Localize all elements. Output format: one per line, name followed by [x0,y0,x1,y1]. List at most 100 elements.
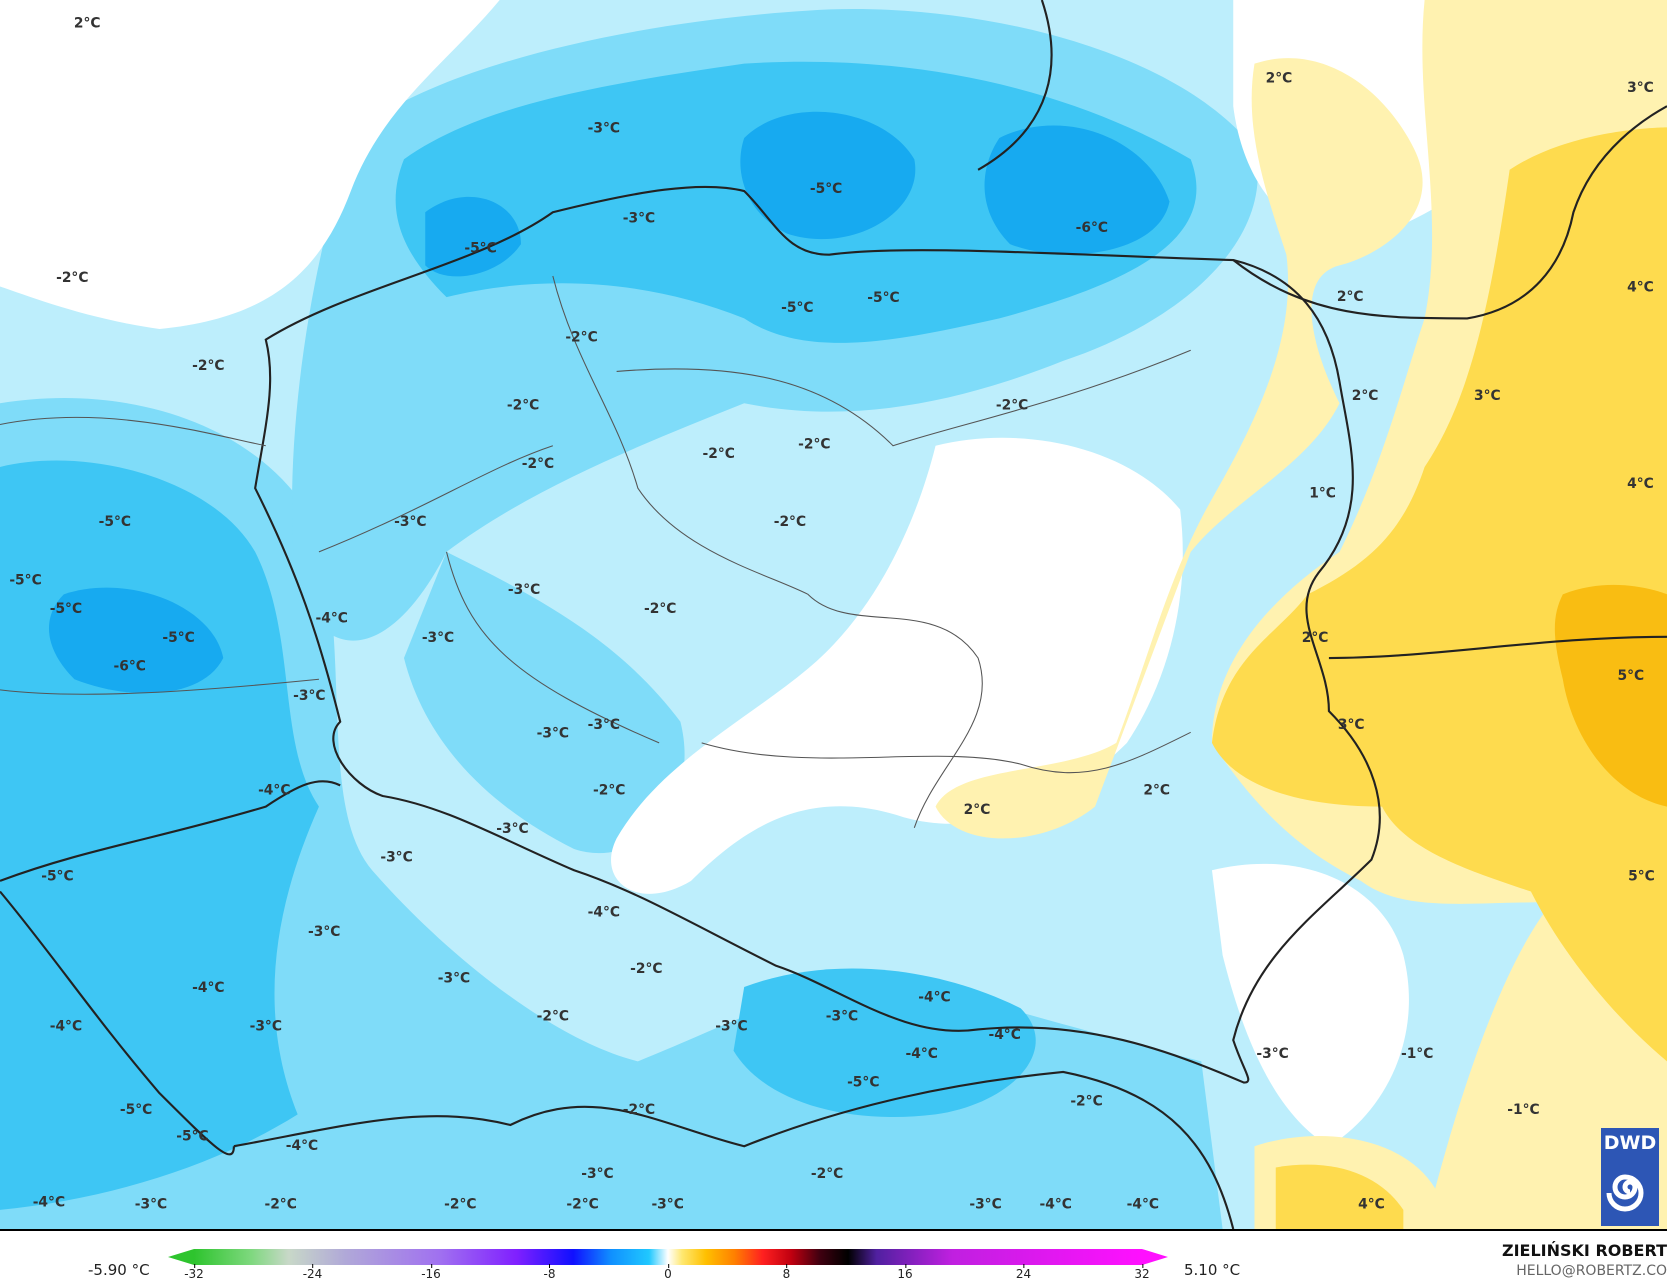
temperature-label: -5°C [867,290,899,306]
temperature-label: -5°C [810,181,842,197]
temperature-label: -5°C [781,300,813,316]
temperature-label: -2°C [522,456,554,472]
temperature-label: 5°C [1618,668,1645,684]
temperature-label: -3°C [394,514,426,530]
temperature-label: -4°C [192,980,224,996]
legend-min-value: -5.90 °C [88,1261,150,1279]
temperature-label: -2°C [1070,1094,1102,1110]
temperature-label: 2°C [964,802,991,818]
temperature-label: -2°C [566,1197,598,1213]
colorbar-gradient [194,1249,1142,1265]
temperature-label: 4°C [1358,1197,1385,1213]
region-lines [0,275,1191,828]
temperature-label: 3°C [1338,717,1365,733]
temperature-label: -1°C [1401,1046,1433,1062]
temperature-label: -3°C [715,1018,747,1034]
temperature-label: -2°C [537,1009,569,1025]
temperature-label: -3°C [826,1009,858,1025]
temperature-label: -4°C [988,1027,1020,1043]
temperature-label: 5°C [1628,869,1655,885]
temperature-label: 3°C [1627,80,1654,96]
temperature-label: -2°C [996,397,1028,413]
temperature-label: -2°C [444,1197,476,1213]
temperature-label: -5°C [847,1075,879,1091]
temperature-label: -4°C [906,1046,938,1062]
temperature-label: -2°C [507,397,539,413]
temperature-label: -3°C [250,1018,282,1034]
temperature-label: -5°C [464,240,496,256]
temperature-label: -3°C [1256,1046,1288,1062]
dwd-logo: DWD [1601,1128,1659,1226]
colorbar-tick-label: -8 [543,1264,556,1281]
author-email: HELLO@ROBERTZ.CO [1516,1263,1667,1279]
temperature-label: -3°C [422,630,454,646]
temperature-label: -4°C [1040,1197,1072,1213]
temperature-label: -2°C [565,330,597,346]
temperature-label: -3°C [588,717,620,733]
temperature-label: -4°C [316,611,348,627]
temperature-label: -4°C [1127,1197,1159,1213]
colorbar-tick-label: 24 [1015,1264,1032,1281]
temperature-label: -2°C [644,601,676,617]
temperature-label: -2°C [593,783,625,799]
temperature-labels: 2°C 2°C 3°C -3°C -5°C -3°C -6°C -5°C -2°C 2°C 4°C -… [9,15,1654,1212]
temperature-label: -3°C [651,1197,683,1213]
temperature-label: -5°C [176,1129,208,1145]
map-canvas: 2°C 2°C 3°C -3°C -5°C -3°C -6°C -5°C -2°C 2°C 4°C -… [0,0,1667,1229]
colorbar-left-arrow [168,1249,194,1265]
colorbar-tick-label: 0 [664,1264,672,1281]
swirl-icon [1606,1174,1644,1212]
temperature-label: -2°C [623,1102,655,1118]
temperature-label: 2°C [1266,71,1293,87]
cold-deep-field [48,111,1170,694]
temperature-label: 1°C [1309,486,1336,502]
temperature-label: -2°C [774,514,806,530]
colorbar-tick-label: 16 [897,1264,913,1281]
warm-field [1211,127,1667,1229]
temperature-label: -4°C [33,1194,65,1210]
temperature-label: -1°C [1507,1102,1539,1118]
temperature-label: 4°C [1627,280,1654,296]
temperature-label: -3°C [293,688,325,704]
colorbar-tick-label: -16 [421,1264,441,1281]
temperature-label: -5°C [9,573,41,589]
temperature-map: 2°C 2°C 3°C -3°C -5°C -3°C -6°C -5°C -2°C 2°C 4°C -… [0,0,1667,1231]
temperature-label: -5°C [50,601,82,617]
border-lines [0,0,1667,1229]
dwd-logo-text: DWD [1603,1132,1657,1154]
colorbar-right-arrow [1142,1249,1168,1265]
colorbar-tick-label: 32 [1134,1264,1150,1281]
temperature-label: 2°C [74,15,101,31]
temperature-label: 2°C [1143,783,1170,799]
temperature-label: -3°C [581,1166,613,1182]
temperature-label: -2°C [798,437,830,453]
temperature-label: -3°C [969,1197,1001,1213]
temperature-label: -3°C [380,850,412,866]
temperature-label: -3°C [588,120,620,136]
author-credit: ZIELIŃSKI ROBERT [1501,1241,1667,1260]
temperature-label: -4°C [50,1018,82,1034]
temperature-label: -3°C [308,924,340,940]
temperature-label: -3°C [623,211,655,227]
temperature-label: -2°C [192,358,224,374]
legend-max-value: 5.10 °C [1184,1261,1241,1279]
temperature-label: -3°C [438,971,470,987]
temperature-label: -2°C [264,1197,296,1213]
temperature-label: -5°C [162,630,194,646]
colorbar-tick-label: -32 [184,1264,204,1281]
temperature-label: 3°C [1474,388,1501,404]
temperature-label: 2°C [1352,388,1379,404]
temperature-label: -3°C [508,582,540,598]
colorbar-tick-label: -24 [302,1264,323,1281]
temperature-label: -4°C [588,905,620,921]
temperature-label: -3°C [135,1197,167,1213]
temperature-label: -6°C [114,659,146,675]
temperature-label: -5°C [41,869,73,885]
temperature-label: -3°C [496,821,528,837]
temperature-label: 2°C [1302,630,1329,646]
temperature-label: -3°C [537,725,569,741]
temperature-label: -2°C [630,961,662,977]
temperature-label: 4°C [1627,476,1654,492]
temperature-label: -4°C [918,990,950,1006]
temperature-label: -6°C [1076,220,1108,236]
